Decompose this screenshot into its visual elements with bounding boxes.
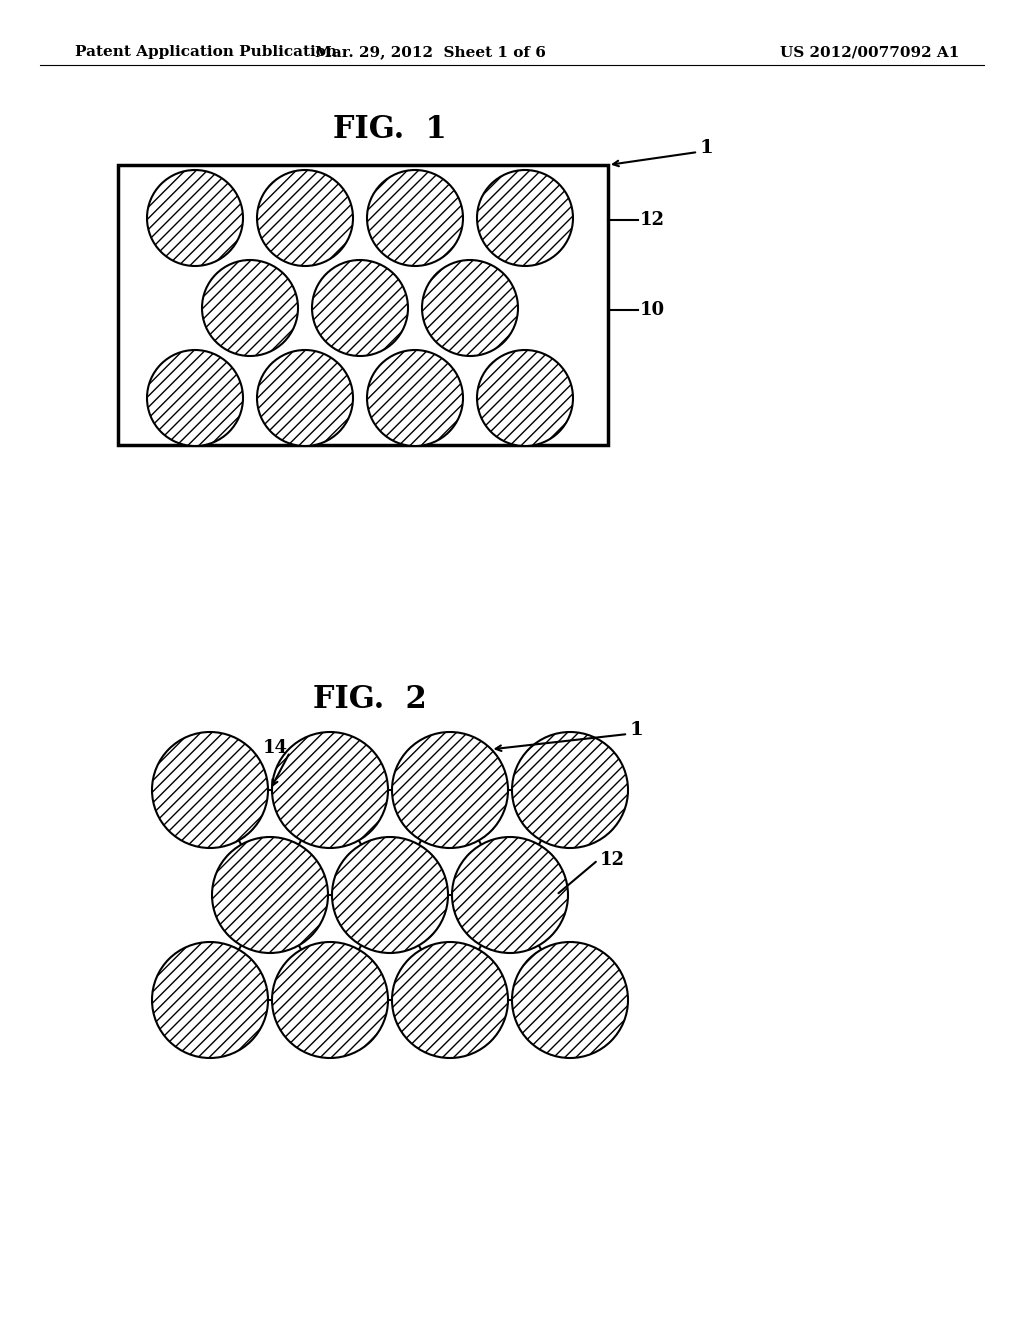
Circle shape — [147, 350, 243, 446]
Circle shape — [512, 942, 628, 1059]
Circle shape — [477, 170, 573, 267]
Text: US 2012/0077092 A1: US 2012/0077092 A1 — [780, 45, 959, 59]
Circle shape — [152, 942, 268, 1059]
Circle shape — [392, 733, 508, 847]
Circle shape — [152, 733, 268, 847]
Circle shape — [147, 170, 243, 267]
Circle shape — [312, 260, 408, 356]
Circle shape — [272, 733, 388, 847]
Text: FIG.  2: FIG. 2 — [313, 685, 427, 715]
Circle shape — [477, 350, 573, 446]
Text: 12: 12 — [600, 851, 625, 869]
Text: 14: 14 — [263, 739, 288, 756]
Circle shape — [392, 942, 508, 1059]
Circle shape — [202, 260, 298, 356]
Circle shape — [512, 733, 628, 847]
Text: 12: 12 — [640, 211, 665, 228]
Text: Patent Application Publication: Patent Application Publication — [75, 45, 337, 59]
Text: Mar. 29, 2012  Sheet 1 of 6: Mar. 29, 2012 Sheet 1 of 6 — [314, 45, 546, 59]
Bar — [118, 165, 608, 445]
Text: FIG.  1: FIG. 1 — [333, 115, 446, 145]
Text: 1: 1 — [630, 721, 644, 739]
Circle shape — [422, 260, 518, 356]
Circle shape — [367, 170, 463, 267]
Text: 10: 10 — [640, 301, 666, 319]
Circle shape — [332, 837, 449, 953]
Circle shape — [452, 837, 568, 953]
Circle shape — [257, 170, 353, 267]
Text: 1: 1 — [700, 139, 714, 157]
Circle shape — [212, 837, 328, 953]
Circle shape — [257, 350, 353, 446]
Circle shape — [367, 350, 463, 446]
Circle shape — [272, 942, 388, 1059]
